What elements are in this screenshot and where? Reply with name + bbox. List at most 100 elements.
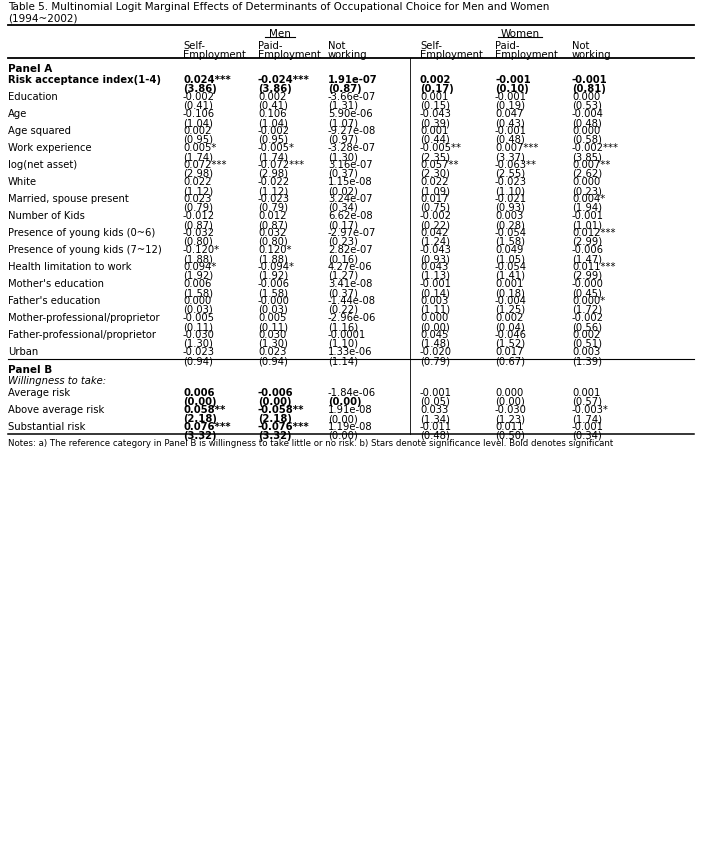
Text: 1.91e-07: 1.91e-07 [328,75,378,85]
Text: (1.23): (1.23) [495,413,525,424]
Text: 0.000: 0.000 [183,295,211,306]
Text: Not: Not [572,41,590,51]
Text: (0.00): (0.00) [183,397,216,406]
Text: (1.58): (1.58) [495,237,525,247]
Text: -0.043: -0.043 [420,245,452,255]
Text: working: working [572,50,611,60]
Text: -0.001: -0.001 [572,211,604,220]
Text: 0.005: 0.005 [258,313,286,323]
Text: (0.11): (0.11) [183,322,213,331]
Text: 3.41e-08: 3.41e-08 [328,279,372,288]
Text: (1.30): (1.30) [258,338,288,349]
Text: (1.12): (1.12) [258,186,288,195]
Text: Number of Kids: Number of Kids [8,211,85,220]
Text: -0.006: -0.006 [258,279,290,288]
Text: Mother's education: Mother's education [8,279,104,288]
Text: (1.39): (1.39) [572,356,602,366]
Text: (0.53): (0.53) [572,101,602,111]
Text: (0.22): (0.22) [328,305,358,314]
Text: -0.002: -0.002 [258,126,290,136]
Text: (0.00): (0.00) [420,322,450,331]
Text: (2.35): (2.35) [420,152,450,162]
Text: (0.94): (0.94) [183,356,213,366]
Text: 0.072***: 0.072*** [183,160,227,170]
Text: Presence of young kids (0~6): Presence of young kids (0~6) [8,228,155,238]
Text: 2.82e-07: 2.82e-07 [328,245,373,255]
Text: 3.16e-07: 3.16e-07 [328,160,373,170]
Text: (0.48): (0.48) [495,135,525,145]
Text: (1.30): (1.30) [183,338,213,349]
Text: -3.28e-07: -3.28e-07 [328,143,376,152]
Text: -2.96e-06: -2.96e-06 [328,313,376,323]
Text: 0.076***: 0.076*** [183,422,231,431]
Text: (1.74): (1.74) [572,413,602,424]
Text: Men: Men [269,29,291,39]
Text: (0.93): (0.93) [495,202,525,213]
Text: -0.023: -0.023 [183,347,215,356]
Text: working: working [328,50,368,60]
Text: (1.88): (1.88) [258,254,288,263]
Text: (0.22): (0.22) [420,220,450,230]
Text: (1.41): (1.41) [495,270,525,281]
Text: 0.000: 0.000 [495,387,523,398]
Text: (0.44): (0.44) [420,135,450,145]
Text: Table 5. Multinomial Logit Marginal Effects of Determinants of Occupational Choi: Table 5. Multinomial Logit Marginal Effe… [8,2,550,12]
Text: Health limitation to work: Health limitation to work [8,262,131,272]
Text: Substantial risk: Substantial risk [8,422,86,431]
Text: 0.011: 0.011 [495,422,524,431]
Text: (0.43): (0.43) [495,118,525,127]
Text: 0.023: 0.023 [183,194,211,204]
Text: (0.34): (0.34) [572,430,602,441]
Text: (1.94): (1.94) [572,202,602,213]
Text: (1.09): (1.09) [420,186,450,195]
Text: (2.99): (2.99) [572,270,602,281]
Text: -0.002: -0.002 [420,211,452,220]
Text: log(net asset): log(net asset) [8,160,77,170]
Text: Employment: Employment [495,50,558,60]
Text: (2.98): (2.98) [183,169,213,179]
Text: Urban: Urban [8,347,38,356]
Text: 0.007***: 0.007*** [495,143,538,152]
Text: (3.86): (3.86) [258,84,292,94]
Text: -0.054: -0.054 [495,228,527,238]
Text: (0.00): (0.00) [328,430,358,441]
Text: (1.74): (1.74) [183,152,213,162]
Text: Married, spouse present: Married, spouse present [8,194,128,204]
Text: 0.017: 0.017 [420,194,449,204]
Text: 1.91e-08: 1.91e-08 [328,405,373,414]
Text: (0.79): (0.79) [258,202,288,213]
Text: Education: Education [8,92,58,102]
Text: (0.95): (0.95) [258,135,288,145]
Text: Age squared: Age squared [8,126,71,136]
Text: 0.094*: 0.094* [183,262,216,272]
Text: (1.10): (1.10) [495,186,525,195]
Text: (0.48): (0.48) [572,118,602,127]
Text: 0.017: 0.017 [495,347,524,356]
Text: (1.88): (1.88) [183,254,213,263]
Text: -0.023: -0.023 [495,177,527,187]
Text: 0.000*: 0.000* [572,295,605,306]
Text: (2.18): (2.18) [183,413,217,424]
Text: (0.56): (0.56) [572,322,602,331]
Text: (0.00): (0.00) [495,397,525,406]
Text: -0.002***: -0.002*** [572,143,619,152]
Text: Risk acceptance index(1-4): Risk acceptance index(1-4) [8,75,161,85]
Text: (0.45): (0.45) [572,288,602,298]
Text: -0.011: -0.011 [420,422,452,431]
Text: 5.90e-06: 5.90e-06 [328,108,373,119]
Text: (1.92): (1.92) [183,270,213,281]
Text: Self-: Self- [183,41,205,51]
Text: 0.022: 0.022 [183,177,211,187]
Text: (0.87): (0.87) [258,220,288,230]
Text: (0.14): (0.14) [420,288,450,298]
Text: (0.95): (0.95) [183,135,213,145]
Text: (0.80): (0.80) [258,237,288,247]
Text: (0.41): (0.41) [183,101,213,111]
Text: -0.020: -0.020 [420,347,452,356]
Text: 0.003: 0.003 [420,295,449,306]
Text: (0.19): (0.19) [495,101,525,111]
Text: 0.001: 0.001 [495,279,524,288]
Text: (1.01): (1.01) [572,220,602,230]
Text: (1.04): (1.04) [258,118,288,127]
Text: 0.002: 0.002 [183,126,211,136]
